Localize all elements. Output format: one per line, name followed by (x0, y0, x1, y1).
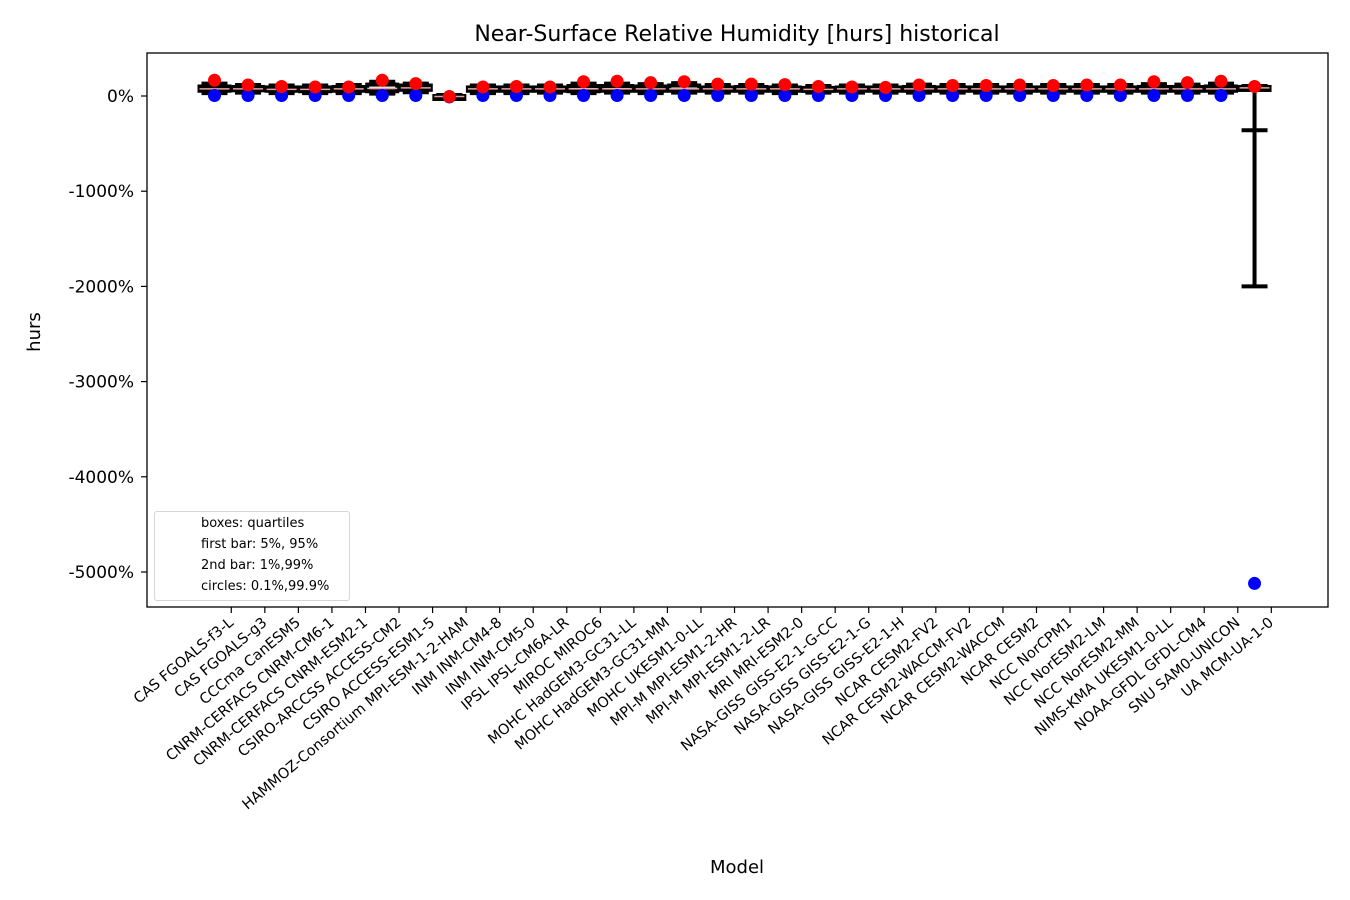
high-circle (1046, 79, 1060, 93)
low-circle (1147, 89, 1161, 103)
legend-entry-second-bar: 2nd bar: 1%,99% (201, 558, 314, 573)
high-circle (1180, 76, 1194, 90)
high-circle (610, 74, 624, 88)
low-circle (1046, 89, 1060, 103)
legend-entry-circles: circles: 0.1%,99.9% (201, 579, 330, 594)
y-axis-ticks: 0% -1000% -2000% -3000% -4000% -5000% (68, 87, 147, 583)
low-circle (811, 89, 825, 103)
plot-frame (146, 52, 1329, 608)
high-circle (845, 80, 859, 94)
high-circle (912, 78, 926, 92)
low-circle (1013, 89, 1027, 103)
low-circle (275, 89, 289, 103)
high-circle (946, 79, 960, 93)
y-tick-label: -4000% (68, 468, 134, 488)
low-circle (979, 89, 993, 103)
high-circle (744, 77, 758, 91)
high-circle (1248, 79, 1262, 93)
high-circle (375, 73, 389, 87)
high-circle (1113, 78, 1127, 92)
y-tick-label: -2000% (68, 277, 134, 297)
high-circle (644, 76, 658, 90)
high-circle (979, 79, 993, 93)
high-circle (1214, 74, 1228, 88)
high-circle (577, 75, 591, 89)
low-circle (208, 89, 221, 103)
low-circle (1248, 576, 1262, 590)
low-circle (375, 89, 389, 103)
high-circle (442, 89, 456, 103)
low-circle (1080, 89, 1094, 103)
chart-title: Near-Surface Relative Humidity [hurs] hi… (474, 22, 999, 47)
high-circle (208, 73, 221, 87)
high-circle (241, 78, 255, 92)
high-circle (711, 77, 725, 91)
y-tick-label: 0% (107, 87, 134, 107)
high-circle (275, 79, 289, 93)
high-circle (543, 80, 557, 94)
low-circle (577, 89, 591, 103)
low-circle (677, 89, 691, 103)
low-circle (409, 89, 423, 103)
high-circle (1013, 78, 1027, 92)
low-circle (610, 89, 624, 103)
legend-entry-boxes: boxes: quartiles (201, 516, 305, 531)
low-circle (946, 89, 960, 103)
high-circle (677, 75, 691, 89)
high-circle (778, 78, 792, 92)
legend-entry-first-bar: first bar: 5%, 95% (201, 537, 319, 552)
high-circle (811, 79, 825, 93)
high-circle (1080, 78, 1094, 92)
x-axis-label: Model (710, 857, 764, 878)
y-tick-label: -5000% (68, 563, 134, 583)
plot-marks (197, 73, 1272, 590)
high-circle (879, 80, 892, 94)
high-circle (476, 80, 490, 94)
low-circle (1113, 89, 1127, 103)
high-circle (409, 77, 423, 91)
low-circle (744, 89, 758, 103)
high-circle (342, 80, 356, 94)
y-axis-label: hurs (24, 312, 45, 352)
low-circle (509, 89, 523, 103)
low-circle (241, 89, 255, 103)
low-circle (644, 89, 658, 103)
high-circle (1147, 75, 1161, 89)
low-circle (1180, 89, 1194, 103)
low-circle (778, 89, 792, 103)
high-circle (308, 80, 322, 94)
legend: boxes: quartiles first bar: 5%, 95% 2nd … (154, 511, 350, 601)
low-circle (912, 89, 926, 103)
y-tick-label: -3000% (68, 373, 134, 393)
high-circle (509, 79, 523, 93)
low-circle (1214, 89, 1228, 103)
y-tick-label: -1000% (68, 182, 134, 202)
low-circle (711, 89, 725, 103)
